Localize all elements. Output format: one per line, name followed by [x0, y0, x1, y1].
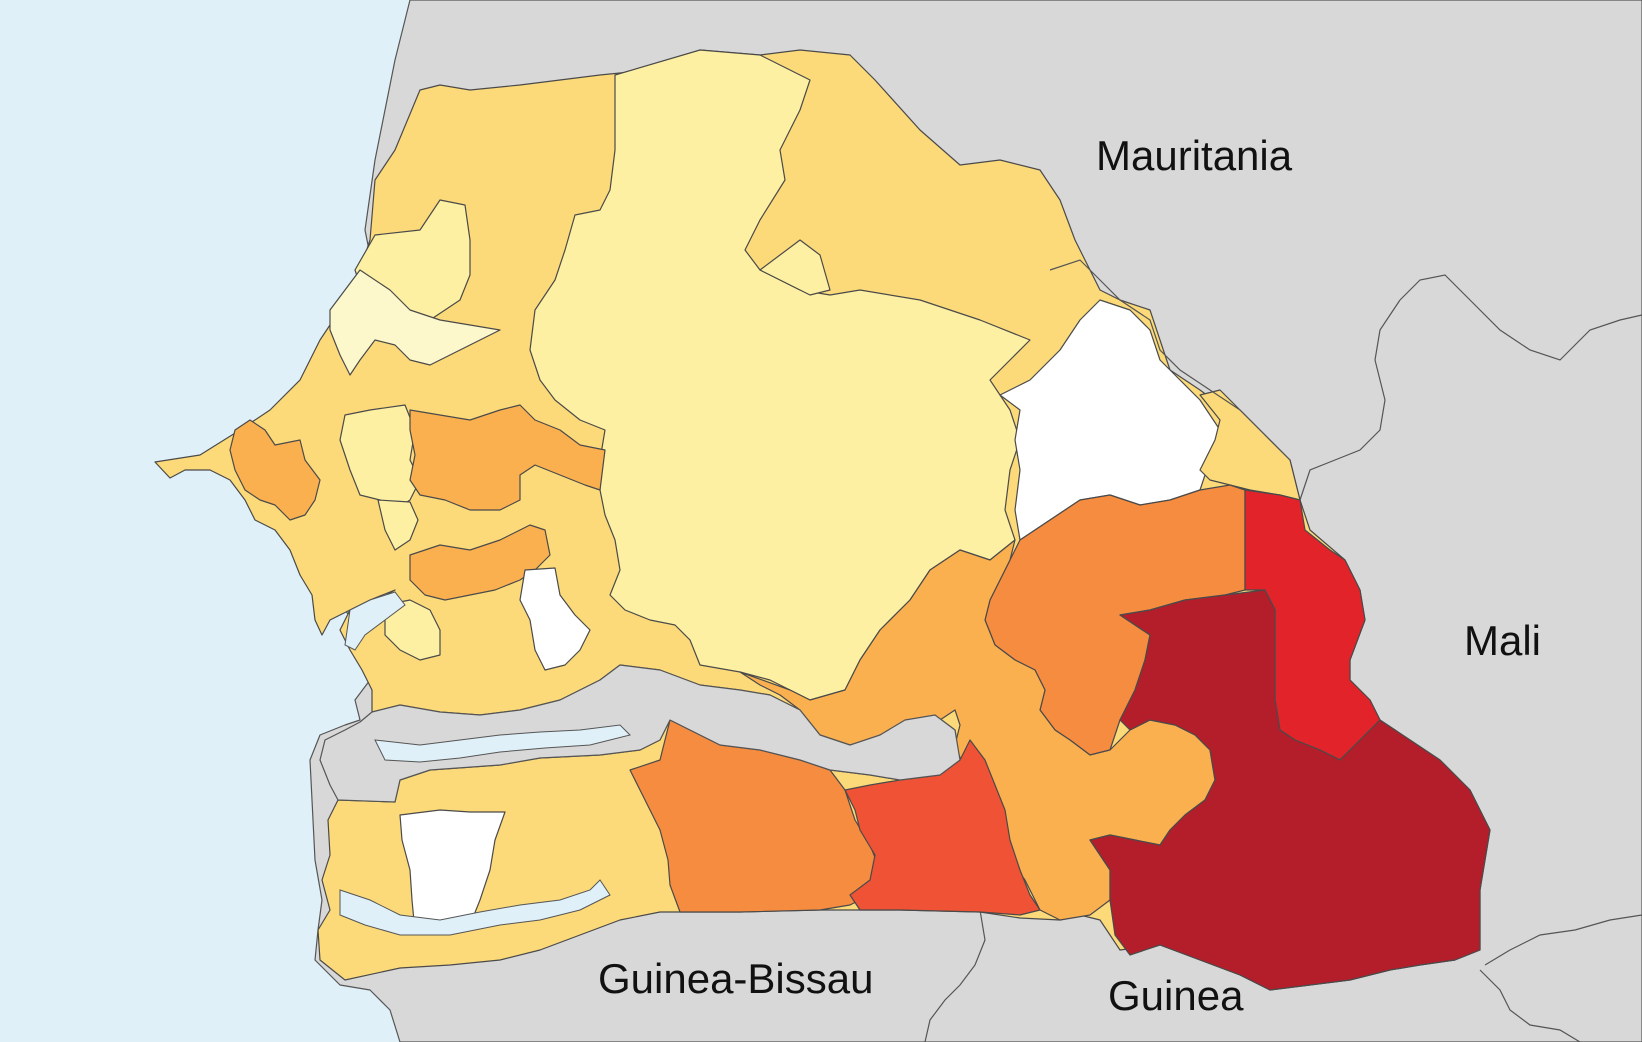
- saloum-estuary: [344, 591, 406, 651]
- label-guinea-bissau: Guinea-Bissau: [598, 955, 873, 1002]
- guinea-border-east: [1479, 969, 1581, 1042]
- casamance-river: [339, 879, 611, 936]
- region-white-kaffrine: [519, 567, 591, 671]
- region-kaolack-orange: [409, 404, 606, 511]
- region-east-light: [759, 239, 831, 296]
- label-mauritania: Mauritania: [1096, 132, 1293, 179]
- guinea-border: [924, 909, 986, 1042]
- mali-guinea-border: [1484, 914, 1642, 966]
- region-west-orange: [229, 419, 321, 521]
- label-guinea: Guinea: [1108, 972, 1244, 1019]
- mali-border-west: [1299, 299, 1401, 501]
- region-kedougou-darkred: [1089, 589, 1491, 991]
- mali-border: [1399, 274, 1642, 361]
- label-mali: Mali: [1464, 617, 1541, 664]
- region-south-light: [384, 599, 441, 661]
- gambia-land: [319, 664, 961, 803]
- region-thies-pale: [329, 269, 501, 376]
- gambia-river: [374, 724, 631, 763]
- region-central-west-light: [339, 404, 421, 511]
- senegal-river: [1049, 259, 1291, 461]
- region-small-light-2: [377, 499, 419, 551]
